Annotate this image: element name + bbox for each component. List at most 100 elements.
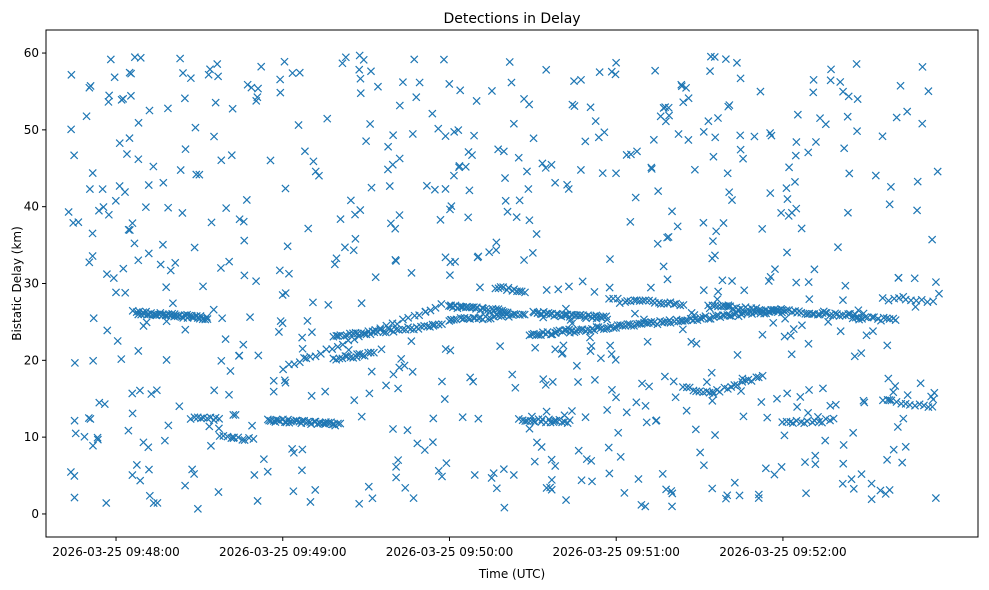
detection-point [885,200,894,209]
detection-point [903,107,912,116]
plot-frame [45,29,979,538]
detection-point [520,310,529,319]
detection-point [611,70,620,79]
detection-point [366,348,375,357]
detection-point [849,484,858,493]
detection-point [394,384,403,393]
detection-point [132,460,141,469]
detection-point [94,206,103,215]
detection-point [321,387,330,396]
detection-point [758,330,767,339]
detection-point [229,410,238,419]
detection-point [710,251,719,260]
detection-point [366,119,375,129]
detection-point [901,442,910,451]
detection-point [135,386,144,395]
detection-point [848,314,857,323]
detection-point [541,163,550,172]
detection-point [280,376,289,385]
detection-point [653,239,662,248]
detection-point [176,166,185,175]
detection-point [590,287,599,296]
detection-point [894,293,903,303]
detection-point [609,323,618,332]
detection-point [892,397,901,406]
detection-point [234,351,243,360]
detection-point [638,296,647,305]
detection-point [560,326,569,335]
detection-point [581,137,590,146]
detection-point [631,193,640,202]
detection-point [309,157,318,166]
detection-point [883,455,892,464]
detection-point [867,495,876,504]
detection-point [464,213,473,222]
detection-point [388,160,397,169]
detection-point [391,224,400,233]
detection-point [141,203,150,212]
y-tick-label: 30 [24,277,39,291]
detection-point [408,367,417,376]
detection-point [144,310,153,319]
detection-point [398,325,407,334]
detection-point [70,358,79,367]
detection-point [747,376,756,386]
detection-point [857,349,866,358]
detection-point [240,271,249,280]
detection-point [733,350,742,359]
detection-point [839,440,848,450]
detection-point [529,417,538,426]
detection-point [618,321,627,330]
detection-point [445,205,455,214]
detection-point [284,269,293,278]
detection-point [338,59,347,68]
detection-point [499,465,508,474]
detection-point [672,299,681,308]
detection-point [253,93,262,102]
detection-point [394,456,403,465]
detection-point [409,494,418,503]
detection-point [530,457,539,466]
detection-point [724,302,733,311]
detection-point [736,145,745,154]
chart-title: Detections in Delay [443,11,580,27]
detection-point [422,181,431,190]
detection-point [442,459,451,468]
detection-point [541,380,550,389]
detection-point [266,156,275,165]
detection-point [356,89,365,98]
detection-point [543,328,552,337]
detection-point [198,282,208,291]
detection-point [456,313,465,322]
detection-point [355,499,364,508]
detection-point [530,308,539,317]
detection-point [509,119,518,128]
detection-point [868,313,877,322]
detection-point [690,165,699,174]
detection-point [918,119,927,128]
detection-point [835,311,844,320]
detection-point [392,473,401,482]
detection-point [574,446,583,455]
detection-point [859,396,868,405]
detection-point [634,474,643,484]
detection-point [796,392,805,401]
detection-point [392,256,401,265]
detection-point [724,102,733,111]
detection-point [403,426,412,435]
detection-point [314,171,323,180]
detection-point [811,137,820,147]
detection-point [802,489,811,498]
detection-point [441,184,450,193]
detection-point [927,392,936,401]
detection-point [240,436,249,445]
detection-point [111,288,121,297]
detection-point [821,308,830,317]
detection-point [115,181,124,191]
detection-point [551,178,560,187]
detection-point [311,352,320,361]
detection-point [441,345,450,354]
detection-point [202,312,211,322]
detection-point [721,55,730,64]
detection-point [699,461,708,470]
